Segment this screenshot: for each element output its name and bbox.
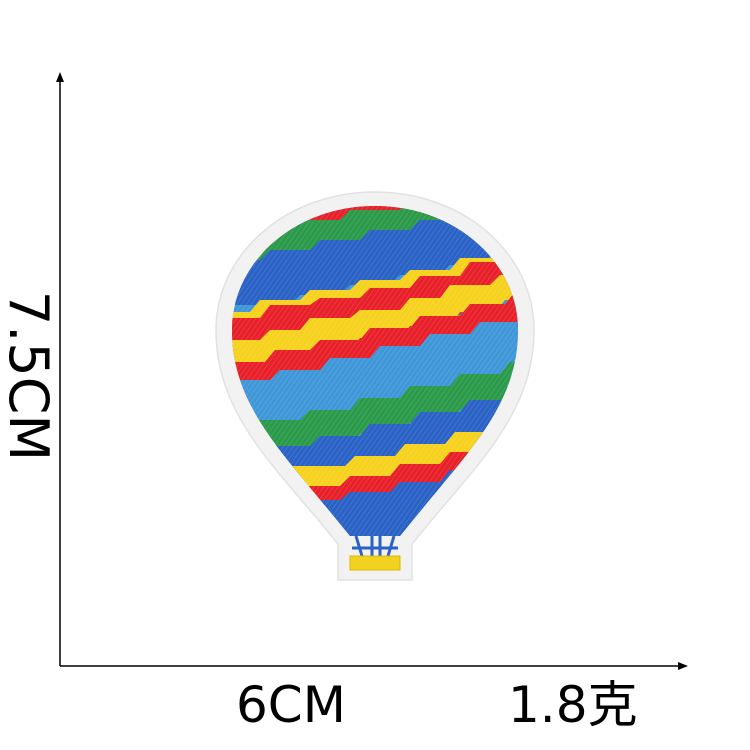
- balloon-ropes: [352, 535, 398, 557]
- width-label: 6CM: [236, 676, 346, 734]
- height-label: 7.5CM: [0, 290, 60, 462]
- balloon-basket: [349, 555, 401, 571]
- width-axis-arrow: [678, 662, 688, 670]
- weight-label: 1.8克: [508, 676, 638, 734]
- height-axis-arrow: [56, 72, 64, 82]
